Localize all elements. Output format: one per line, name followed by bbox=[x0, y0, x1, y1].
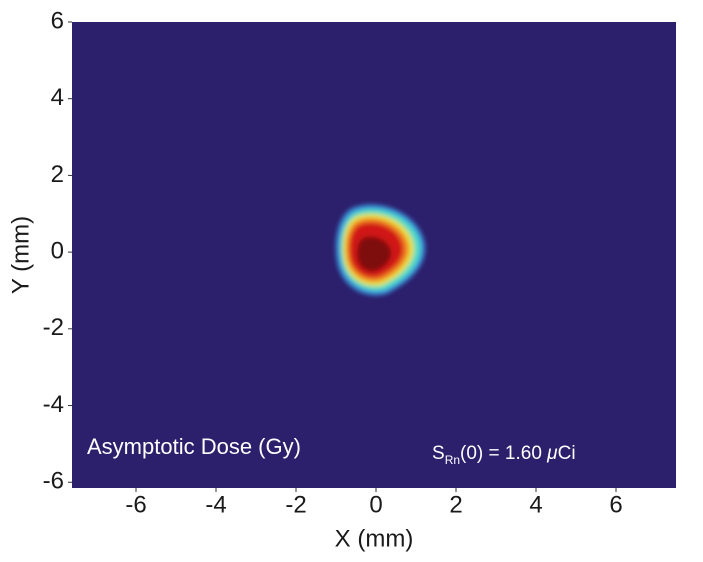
dose-spot bbox=[335, 204, 426, 296]
y-tick-label: -2 bbox=[43, 314, 64, 341]
x-tick-label: 4 bbox=[529, 491, 542, 518]
y-axis-label: Y (mm) bbox=[7, 216, 34, 294]
y-tick-label: 4 bbox=[51, 84, 64, 111]
x-tick-label: 2 bbox=[449, 491, 462, 518]
y-tick-label: -6 bbox=[43, 468, 64, 495]
y-tick-label: 6 bbox=[51, 7, 64, 34]
annotation-unit-prefix: μ bbox=[546, 443, 558, 464]
annotation-unit: Ci bbox=[558, 443, 576, 464]
dose-level bbox=[357, 236, 392, 272]
x-tick-label: -4 bbox=[205, 491, 226, 518]
y-tick-label: 0 bbox=[51, 237, 64, 264]
annotation: Asymptotic Dose (Gy) bbox=[87, 434, 301, 459]
y-tick-label: 2 bbox=[51, 161, 64, 188]
y-tick-label: -4 bbox=[43, 391, 64, 418]
x-tick-label: 6 bbox=[609, 491, 622, 518]
x-axis-label: X (mm) bbox=[335, 525, 414, 552]
annotation-text: (0) = 1.60 bbox=[460, 443, 547, 464]
x-tick-label: -6 bbox=[125, 491, 146, 518]
x-tick-label: 0 bbox=[369, 491, 382, 518]
annotation-subscript: Rn bbox=[445, 453, 460, 467]
annotation-symbol: S bbox=[432, 443, 445, 464]
x-tick-label: -2 bbox=[285, 491, 306, 518]
annotation: SRn(0) = 1.60 μCi bbox=[432, 443, 576, 467]
